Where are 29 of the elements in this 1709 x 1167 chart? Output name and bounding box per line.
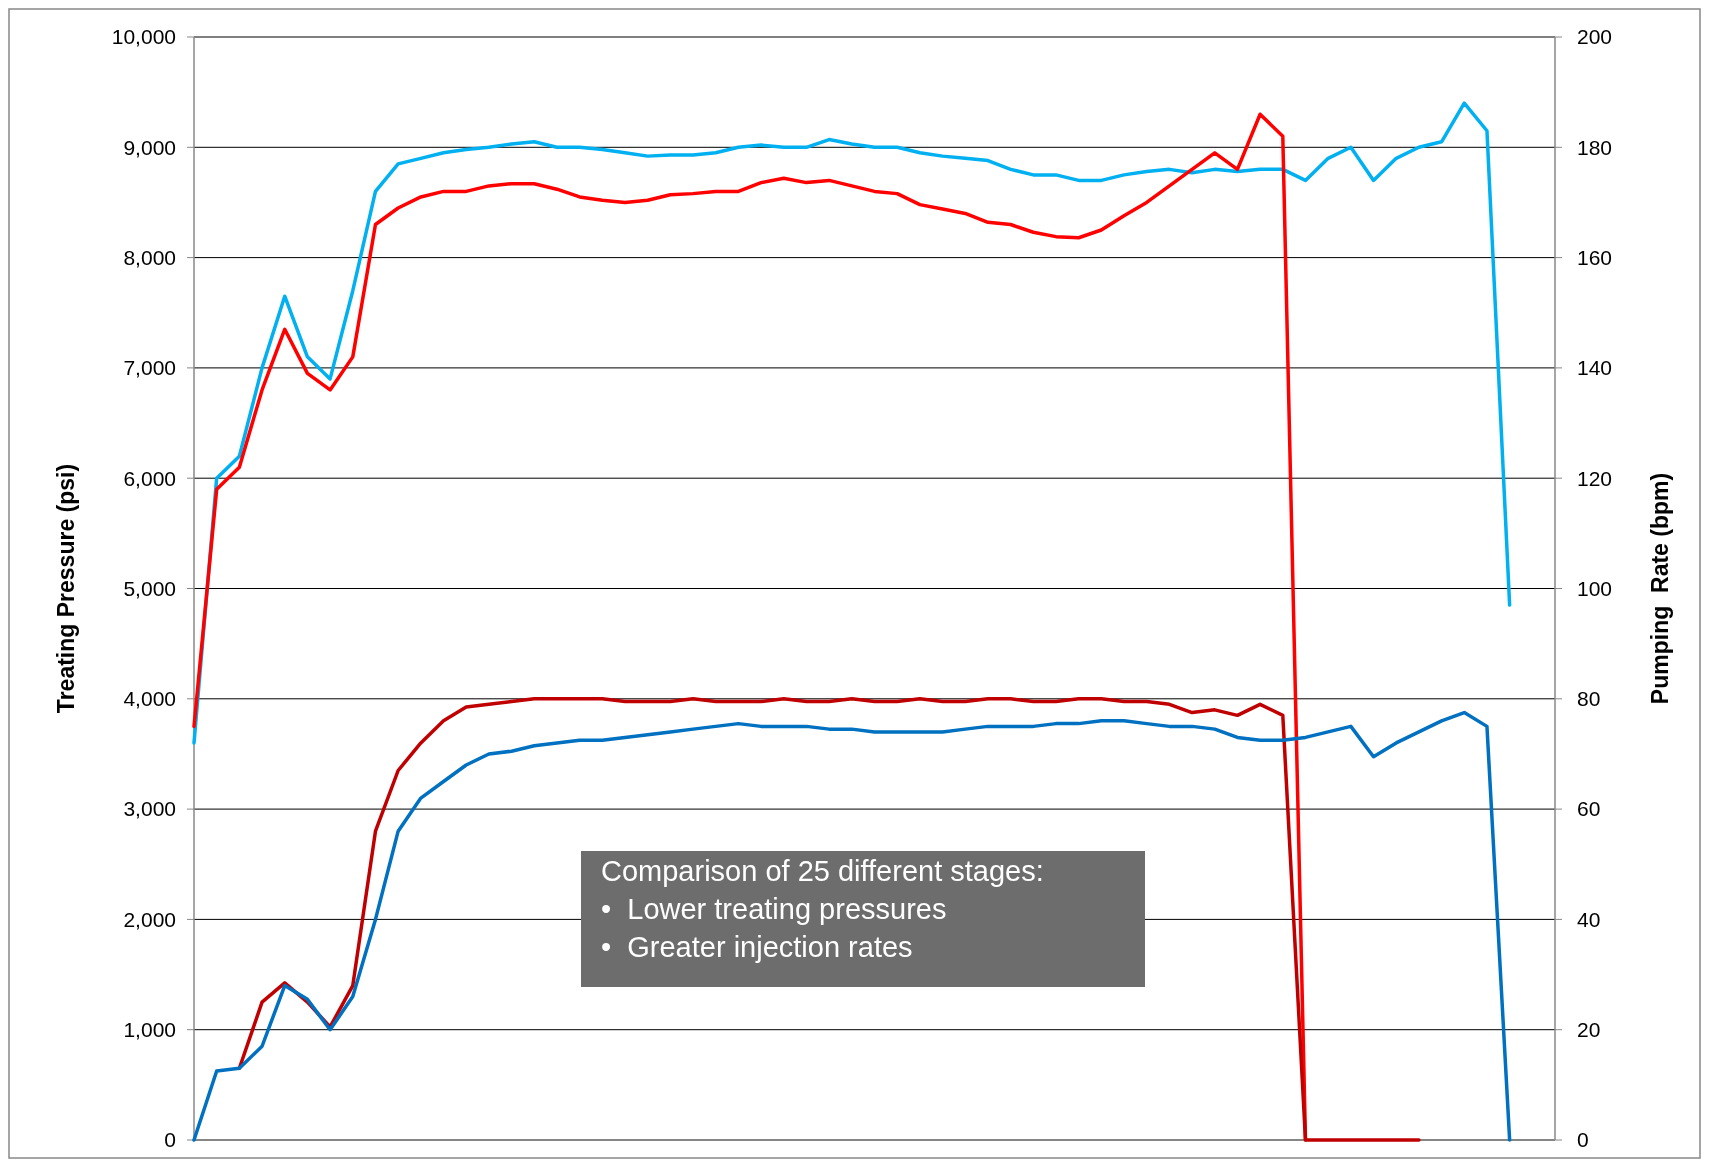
y-tick-label: 0 (164, 1128, 176, 1152)
y-tick-label: 10,000 (111, 25, 176, 49)
line-series (192, 101, 1512, 745)
y2-tick-label: 160 (1577, 245, 1613, 269)
y2-tick-label: 180 (1577, 135, 1613, 159)
y2-tick-label: 120 (1577, 466, 1613, 490)
y-tick-label: 9,000 (123, 135, 176, 159)
y-tick-label: 1,000 (123, 1018, 176, 1042)
y-tick-label: 7,000 (123, 356, 176, 380)
y-tick-label: 2,000 (123, 907, 176, 931)
y-tick-label: 4,000 (123, 687, 176, 711)
annotation: Comparison of 25 different stages: (601, 855, 1044, 887)
y-tick-label: 3,000 (123, 797, 176, 821)
y2-tick-label: 140 (1577, 356, 1613, 380)
y-tick-label: 8,000 (123, 245, 176, 269)
y-axis-title: Treating Pressure (psi) (53, 463, 79, 714)
y-tick-label: 5,000 (123, 576, 176, 600)
y2-tick-label: 80 (1577, 687, 1601, 711)
y2-tick-label: 60 (1577, 797, 1601, 821)
y2-tick-label: 100 (1577, 576, 1613, 600)
annotation: • Greater injection rates (601, 931, 913, 963)
note-box: Comparison of 25 different stages: • Lower treating pressures • Greater injection rates (581, 851, 1145, 987)
y2-tick-label: 40 (1577, 907, 1601, 931)
annotation: • Lower treating pressures (601, 893, 947, 925)
y2-axis-title: Pumping Rate (bpm) (1647, 472, 1673, 705)
y2-tick-label: 20 (1577, 1018, 1601, 1042)
y-tick-label: 6,000 (123, 466, 176, 490)
y2-tick-label: 200 (1577, 25, 1613, 49)
y2-tick-label: 0 (1577, 1128, 1589, 1152)
